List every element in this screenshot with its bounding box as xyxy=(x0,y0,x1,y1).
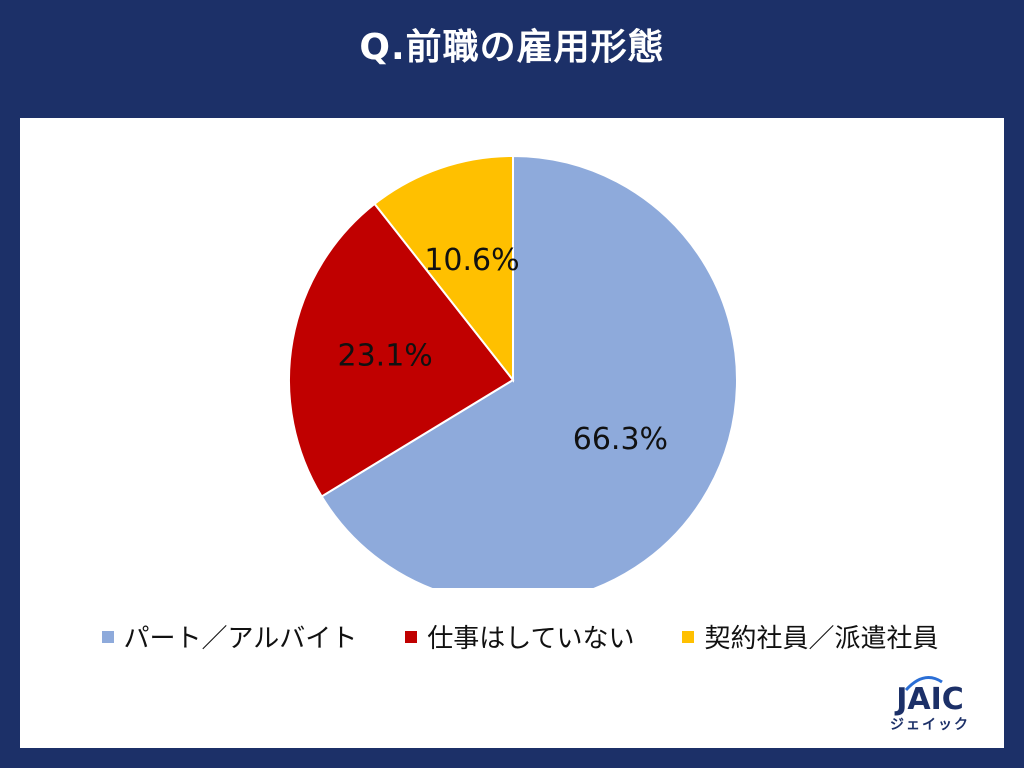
chart-panel: 66.3% 23.1% 10.6% パート／アルバイト 仕事はしていない 契約社員／… xyxy=(20,118,1004,748)
pie-slice-contract xyxy=(373,154,514,383)
legend-item-part-time: パート／アルバイト xyxy=(101,618,358,655)
pie-slice-part-time xyxy=(320,154,738,588)
logo-mark: JAIC xyxy=(896,676,964,716)
chart-title: Q.前職の雇用形態 xyxy=(359,27,665,68)
jaic-logo: JAIC ジェイック xyxy=(880,676,980,734)
pie-label-not-working: 23.1% xyxy=(338,338,433,373)
legend-swatch-part-time xyxy=(101,630,114,643)
logo-kana: ジェイック xyxy=(890,717,970,733)
legend: パート／アルバイト 仕事はしていない 契約社員／派遣社員 xyxy=(80,618,960,655)
legend-swatch-contract xyxy=(682,630,695,643)
logo-arc-icon xyxy=(905,676,944,692)
pie-label-contract: 10.6% xyxy=(424,243,519,278)
legend-item-not-working: 仕事はしていない xyxy=(405,618,634,655)
pie-label-part-time: 66.3% xyxy=(573,422,668,457)
legend-label-part-time: パート／アルバイト xyxy=(123,624,358,654)
pie-slice-not-working xyxy=(288,202,515,498)
legend-item-contract: 契約社員／派遣社員 xyxy=(682,618,939,655)
legend-label-not-working: 仕事はしていない xyxy=(427,624,635,654)
pie-chart: 66.3% 23.1% 10.6% xyxy=(288,154,738,588)
legend-swatch-not-working xyxy=(405,630,418,643)
legend-label-contract: 契約社員／派遣社員 xyxy=(704,624,939,654)
